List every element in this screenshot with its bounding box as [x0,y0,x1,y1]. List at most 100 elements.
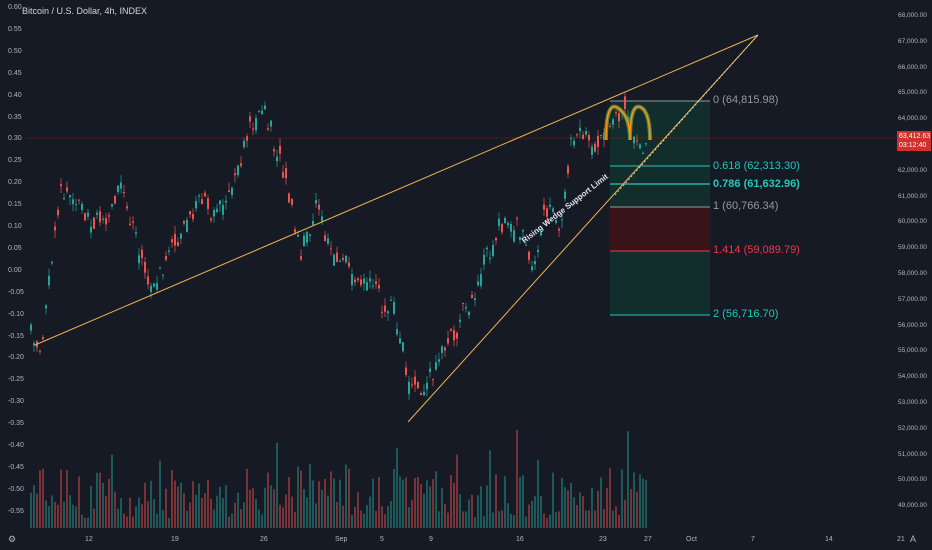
candle-body [201,199,203,205]
candle-body [129,223,131,226]
candle-body [177,242,179,247]
volume-bar [114,491,116,528]
candle-body [468,311,470,316]
volume-bar [468,499,470,528]
time-axis-tick: 5 [380,536,384,543]
volume-bar [402,479,404,528]
volume-bar [75,506,77,528]
settings-icon[interactable]: ⚙ [8,534,17,544]
left-axis-tick: -0.35 [8,420,24,428]
volume-bar [459,494,461,528]
volume-bar [339,479,341,528]
volume-bar [42,468,44,528]
candle-body [123,192,125,194]
candle-body [471,294,473,298]
volume-bar [318,481,320,528]
volume-bar [225,485,227,528]
volume-bar [69,495,71,528]
price-axis-tick: 59,000.00 [898,244,927,252]
candle-body [273,149,275,152]
volume-bar [57,504,59,528]
trendlines [34,34,759,423]
volume-bar [33,485,35,528]
candle-body [252,128,254,130]
candle-body [54,226,56,231]
price-axis-tick: 68,000.00 [898,12,927,19]
candle-body [297,235,299,237]
candle-body [564,191,566,199]
candle-body [30,324,32,331]
volume-bar [567,490,569,528]
volume-bar [573,497,575,528]
left-axis-tick: 0.00 [8,266,22,274]
volume-bar [642,478,644,528]
volume-bar [504,476,506,528]
candle-body [72,199,74,205]
price-axis-tick: 54,000.00 [898,373,927,381]
volume-bar [51,495,53,528]
candle-body [111,204,113,207]
volume-bar [366,505,368,528]
candle-body [333,254,335,266]
auto-scale-icon[interactable]: A [910,534,917,544]
fib-label-2: 2 (56,716.70) [713,308,779,320]
candle-body [432,379,434,381]
chart-title: Bitcoin / U.S. Dollar, 4h, INDEX [22,6,148,16]
volume-bar [357,492,359,528]
candle-body [462,302,464,304]
fib-label-1: 1 (60,766.34) [713,200,779,212]
volume-bar [90,486,92,528]
candle-body [90,226,92,233]
volume-bar [345,464,347,528]
volume-bar [36,493,38,528]
candle-body [108,215,110,217]
candle-body [120,182,122,189]
candle-body [450,328,452,331]
candle-body [495,237,497,241]
candle-body [453,330,455,341]
volume-bar [534,496,536,528]
volume-bar [555,512,557,528]
time-axis-tick: 26 [260,536,268,543]
volume-bar [105,495,107,528]
volume-bar [186,510,188,528]
candle-body [150,285,152,292]
candle-body [516,218,518,220]
volume-bar [450,475,452,528]
left-axis-tick: 0.10 [8,223,22,230]
volume-bar [396,448,398,528]
volume-bar [108,478,110,528]
candle-body [354,279,356,283]
volume-bar [477,495,479,528]
volume-bar [147,501,149,528]
volume-bar [405,477,407,528]
candle-body [570,138,572,140]
candle-body [240,163,242,167]
candle-body [477,281,479,286]
volume-bar [324,479,326,528]
volume-bar [447,512,449,528]
candle-body [51,261,53,264]
upper-trendline [34,34,759,346]
volume-bar [582,495,584,528]
volume-bar [507,503,509,528]
price-axis-tick: 58,000.00 [898,270,927,277]
volume-bar [309,464,311,528]
price-axis-tick: 49,000.00 [898,502,927,510]
left-axis-tick: 0.45 [8,69,22,77]
candle-body [402,342,404,352]
volume-bar [408,507,410,528]
left-axis-tick: -0.40 [8,442,24,449]
candle-body [288,193,290,203]
candle-body [126,206,128,209]
candle-body [441,346,443,354]
volume-bar [153,499,155,528]
volume-bar [258,509,260,528]
volume-bar [531,500,533,528]
candle-body [204,192,206,197]
volume-bar [600,477,602,528]
volume-bar [111,454,113,528]
volume-bar [636,491,638,528]
candle-body [306,232,308,243]
